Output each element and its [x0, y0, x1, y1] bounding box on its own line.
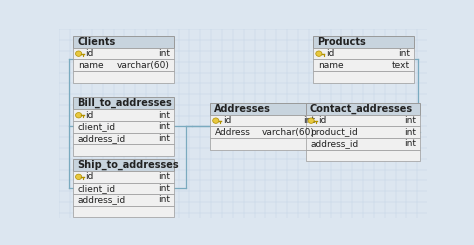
Bar	[306, 149, 420, 161]
Text: Addresses: Addresses	[214, 104, 271, 114]
Bar	[73, 171, 174, 183]
Text: id: id	[86, 111, 94, 120]
Text: Ship_to_addresses: Ship_to_addresses	[77, 160, 179, 170]
Text: address_id: address_id	[310, 139, 359, 148]
Text: Contact_addresses: Contact_addresses	[310, 104, 413, 114]
Text: int: int	[398, 49, 410, 58]
Bar	[73, 48, 174, 60]
Text: id: id	[318, 116, 327, 125]
Text: int: int	[158, 49, 170, 58]
Bar	[313, 60, 414, 71]
Bar	[73, 36, 174, 48]
Bar	[306, 103, 420, 115]
Bar	[313, 48, 414, 60]
Text: product_id: product_id	[310, 128, 358, 137]
Ellipse shape	[75, 51, 82, 56]
Ellipse shape	[308, 118, 314, 123]
Text: client_id: client_id	[78, 122, 116, 131]
Text: client_id: client_id	[78, 184, 116, 193]
Text: int: int	[158, 122, 170, 131]
Bar	[73, 121, 174, 133]
Text: Bill_to_addresses: Bill_to_addresses	[77, 98, 172, 109]
Text: name: name	[78, 61, 103, 70]
Text: id: id	[86, 49, 94, 58]
Bar	[73, 159, 174, 171]
Bar	[313, 71, 414, 83]
Bar	[73, 60, 174, 71]
Text: int: int	[404, 139, 417, 148]
Text: Clients: Clients	[77, 37, 115, 47]
Bar	[73, 97, 174, 110]
Text: int: int	[303, 116, 315, 125]
Text: varchar(60): varchar(60)	[117, 61, 170, 70]
Text: address_id: address_id	[78, 196, 126, 205]
Ellipse shape	[75, 174, 82, 180]
Bar	[210, 115, 319, 126]
Text: varchar(60): varchar(60)	[262, 128, 315, 137]
Text: int: int	[404, 116, 417, 125]
Ellipse shape	[75, 112, 82, 118]
Text: address_id: address_id	[78, 134, 126, 143]
Text: id: id	[326, 49, 334, 58]
Text: int: int	[158, 196, 170, 205]
Text: id: id	[223, 116, 231, 125]
Ellipse shape	[316, 51, 322, 56]
Bar	[73, 144, 174, 156]
Bar	[73, 194, 174, 206]
Text: int: int	[158, 184, 170, 193]
Bar	[73, 133, 174, 144]
Bar	[73, 183, 174, 194]
Text: int: int	[158, 172, 170, 181]
Text: int: int	[404, 128, 417, 137]
Bar	[73, 206, 174, 217]
Bar	[73, 110, 174, 121]
Bar	[210, 138, 319, 149]
Bar	[210, 126, 319, 138]
Bar	[306, 138, 420, 149]
Text: Address: Address	[215, 128, 251, 137]
Bar	[210, 103, 319, 115]
Text: id: id	[86, 172, 94, 181]
Text: name: name	[318, 61, 344, 70]
Bar	[306, 115, 420, 126]
Ellipse shape	[213, 118, 219, 123]
Text: int: int	[158, 134, 170, 143]
Bar	[73, 71, 174, 83]
Bar	[306, 126, 420, 138]
Bar	[313, 36, 414, 48]
Text: text: text	[392, 61, 410, 70]
Text: int: int	[158, 111, 170, 120]
Text: Products: Products	[317, 37, 366, 47]
